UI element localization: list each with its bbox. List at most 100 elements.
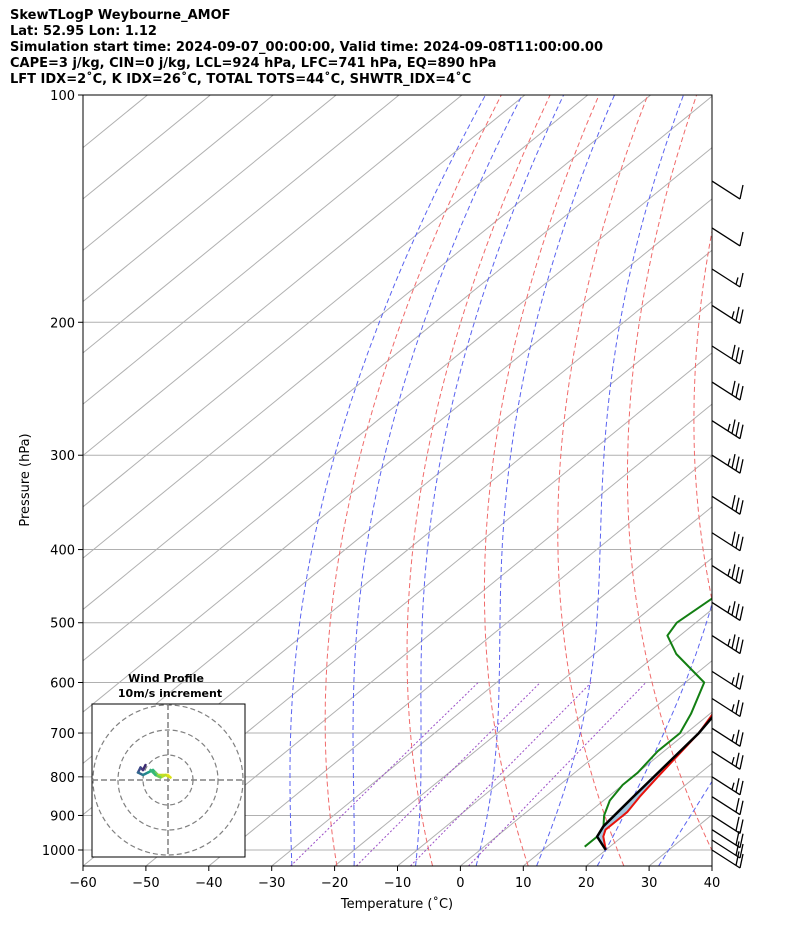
moist-adiabat <box>536 95 684 866</box>
barb-half-flag <box>731 677 735 685</box>
barb-flag <box>739 843 744 859</box>
barb-flag <box>735 566 740 582</box>
barb-staff <box>711 635 741 655</box>
barb-flag <box>731 634 736 649</box>
dry-adiabat <box>693 228 712 602</box>
isotherm-line <box>83 146 712 662</box>
wind-barb <box>711 268 744 288</box>
barb-half-flag <box>727 568 731 577</box>
isotherm-line <box>397 608 712 866</box>
moist-adiabat <box>352 95 523 866</box>
y-axis-label: Pressure (hPa) <box>18 433 33 526</box>
barb-flag <box>735 672 740 687</box>
barb-flag <box>735 798 740 813</box>
hodograph-subtitle: 10m/s increment <box>118 687 222 700</box>
barb-flag <box>735 699 740 715</box>
dry-adiabat <box>757 95 794 866</box>
barb-flag <box>739 833 744 848</box>
barb-staff <box>711 532 741 552</box>
y-tick-label: 900 <box>50 809 75 824</box>
mixing-ratio-line <box>468 682 647 866</box>
x-tick-label: −10 <box>384 876 411 891</box>
dry-adiabat <box>324 95 502 866</box>
barb-flag <box>735 347 740 362</box>
location-line: Lat: 52.95 Lon: 1.12 <box>10 24 157 39</box>
barb-flag <box>739 780 744 795</box>
barb-flag <box>739 231 744 247</box>
y-tick-label: 100 <box>50 89 75 104</box>
plot-area <box>83 95 794 866</box>
barb-staff <box>711 345 741 365</box>
barb-flag <box>735 497 740 512</box>
barb-flag <box>731 380 736 396</box>
barb-staff <box>711 829 741 849</box>
wind-barb <box>711 839 744 859</box>
barb-staff <box>711 268 741 288</box>
wind-barb <box>711 380 744 401</box>
barb-staff <box>711 697 741 718</box>
x-tick-label: 10 <box>515 876 532 891</box>
barb-staff <box>711 796 741 816</box>
barb-flag <box>739 606 744 621</box>
dry-adiabat <box>406 95 551 866</box>
wind-barb <box>711 776 744 796</box>
dry-adiabat <box>483 95 600 866</box>
barb-half-flag <box>731 704 735 712</box>
x-tick-label: −20 <box>321 876 348 891</box>
barb-flag <box>739 349 744 365</box>
moist-adiabat <box>720 95 794 866</box>
isotherm-line <box>711 865 712 866</box>
isotherm-line <box>83 95 463 405</box>
barb-flag <box>739 500 744 515</box>
x-tick-label: −40 <box>195 876 222 891</box>
isotherm-line <box>585 762 712 866</box>
x-tick-label: 30 <box>641 876 658 891</box>
wind-barb <box>711 344 744 365</box>
hodograph-title: Wind Profile <box>128 672 204 685</box>
x-axis-label: Temperature (˚C) <box>340 896 453 912</box>
barb-flag <box>731 453 736 469</box>
wind-barb <box>711 750 744 770</box>
barb-staff <box>711 601 741 621</box>
mixing-ratio-line <box>410 682 592 866</box>
isotherm-line <box>460 660 712 866</box>
barb-flag <box>731 419 736 434</box>
isotherm-line <box>83 95 400 354</box>
y-tick-label: 800 <box>50 771 75 786</box>
hodograph-rings <box>92 704 245 857</box>
barb-half-flag <box>731 734 735 742</box>
barb-flag <box>739 184 744 200</box>
y-tick-label: 1000 <box>42 844 75 859</box>
barb-staff <box>711 304 741 325</box>
y-tick-label: 600 <box>50 677 75 692</box>
wind-barb <box>711 419 744 440</box>
barb-flag <box>739 702 744 717</box>
barb-flag <box>739 755 744 770</box>
isotherm-line <box>208 454 712 866</box>
barb-staff <box>711 381 741 401</box>
y-tick-label: 400 <box>50 544 75 559</box>
barb-flag <box>731 494 736 510</box>
wind-barb <box>711 634 744 655</box>
barb-half-flag <box>731 756 735 765</box>
barb-flag <box>731 564 736 579</box>
wind-barb <box>711 829 744 849</box>
isotherm-line <box>145 403 712 866</box>
dewpoint-line <box>584 597 712 848</box>
temperature-line <box>602 713 712 851</box>
barb-staff <box>711 814 741 835</box>
barb-staff <box>711 454 741 474</box>
moist-adiabat <box>658 780 712 866</box>
barb-staff <box>711 776 741 796</box>
wind-barb <box>711 670 744 690</box>
dry-adiabat <box>627 95 712 852</box>
barb-flag <box>735 456 740 471</box>
barb-half-flag <box>731 311 735 319</box>
wind-barb <box>711 601 744 621</box>
wind-barb <box>711 494 744 515</box>
isotherm-line <box>83 95 274 251</box>
barb-flag <box>731 344 736 359</box>
time-line: Simulation start time: 2024-09-07_00:00:… <box>10 40 603 55</box>
wind-barb <box>711 564 744 585</box>
barb-flag <box>735 831 740 846</box>
